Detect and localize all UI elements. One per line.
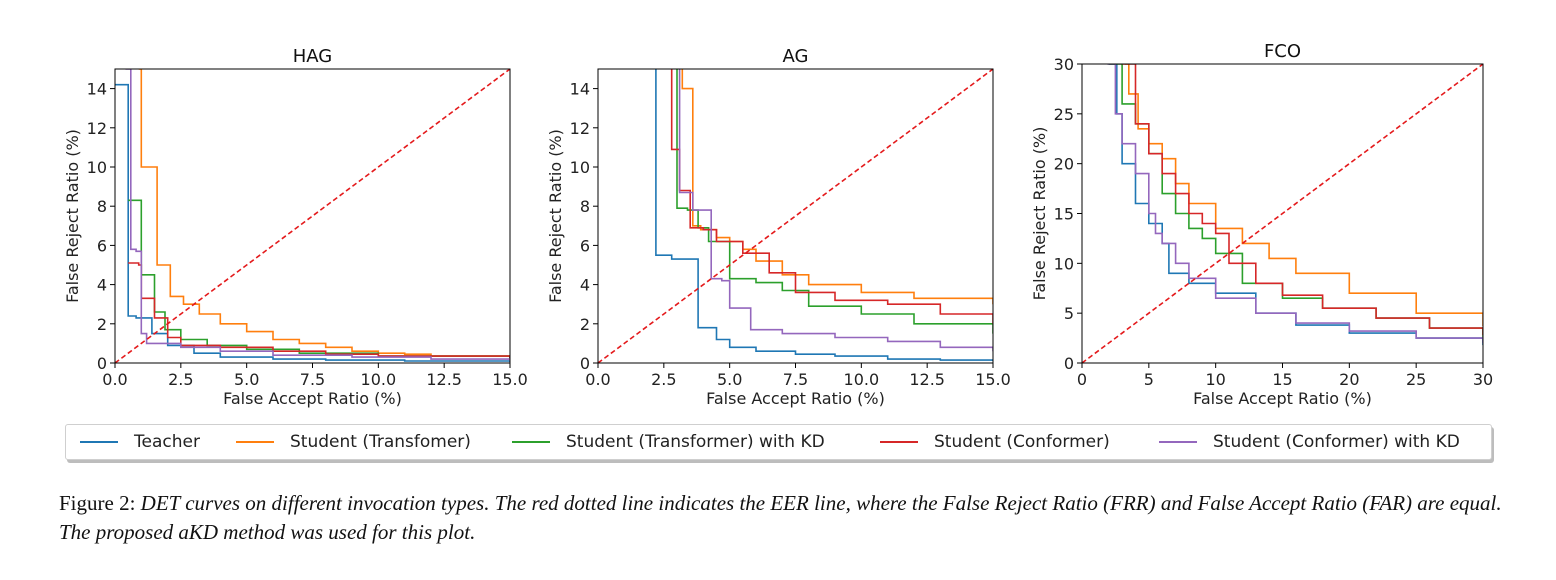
series-line-student-conformer-ag [670, 69, 993, 324]
x-tick-label-fco: 5 [1144, 370, 1154, 389]
series-group-hag [115, 69, 510, 362]
legend-swatch-student-conformer-kd [1159, 441, 1197, 443]
series-line-student-transfomer-ag [681, 69, 993, 305]
caption-prefix: Figure 2: [59, 491, 141, 515]
eer-line-fco [1081, 63, 1484, 364]
series-line-student-conformer-hag [128, 262, 510, 360]
legend-item-student-conformer: Student (Conformer) [880, 425, 1110, 459]
legend-item-student-conformer-kd: Student (Conformer) with KD [1159, 425, 1460, 459]
series-group-fco [1107, 64, 1483, 346]
series-group-ag [655, 69, 993, 361]
x-tick-label-fco: 20 [1339, 370, 1359, 389]
eer-line-hag [114, 68, 511, 364]
x-axis-label-ag: False Accept Ratio (%) [706, 389, 885, 408]
x-axis-label-fco: False Accept Ratio (%) [1193, 389, 1372, 408]
x-tick-label-ag: 10.0 [844, 370, 880, 389]
series-line-student-transformer-kd-fco [1108, 64, 1483, 339]
x-tick-label-hag: 10.0 [361, 370, 397, 389]
x-tick-label-hag: 7.5 [300, 370, 325, 389]
x-tick-label-fco: 15 [1272, 370, 1292, 389]
y-tick-label-hag: 8 [97, 197, 107, 216]
x-tick-label-ag: 15.0 [975, 370, 1011, 389]
y-axis-label-ag: False Reject Ratio (%) [546, 129, 565, 303]
x-tick-label-fco: 25 [1406, 370, 1426, 389]
legend-label-teacher: Teacher [134, 432, 200, 452]
caption-text: DET curves on different invocation types… [59, 491, 1502, 544]
x-tick-label-ag: 0.0 [585, 370, 610, 389]
y-tick-label-hag: 6 [97, 236, 107, 255]
x-tick-label-fco: 10 [1205, 370, 1225, 389]
y-tick-label-hag: 12 [87, 119, 107, 138]
y-tick-label-ag: 6 [580, 236, 590, 255]
series-line-teacher-fco [1108, 64, 1483, 346]
x-tick-label-ag: 5.0 [717, 370, 742, 389]
legend-label-student-conformer: Student (Conformer) [934, 432, 1110, 452]
series-line-student-transfomer-hag [138, 69, 510, 359]
legend-item-student-transfomer: Student (Transfomer) [236, 425, 471, 459]
x-tick-label-hag: 0.0 [102, 370, 127, 389]
y-tick-label-fco: 25 [1054, 105, 1074, 124]
chart-ag: 0.0 2.5 5.0 7.5 10.0 12.5 15.0 0 2 4 6 8 10 12 14 AG Fal… [546, 46, 1011, 408]
y-axis-label-hag: False Reject Ratio (%) [63, 129, 82, 303]
series-line-teacher-hag [115, 83, 510, 362]
y-tick-label-ag: 4 [580, 276, 590, 295]
y-tick-label-ag: 10 [570, 158, 590, 177]
series-line-student-conformer-fco [1122, 64, 1483, 336]
y-tick-label-ag: 8 [580, 197, 590, 216]
figure-caption: Figure 2: DET curves on different invoca… [59, 489, 1509, 547]
y-tick-label-fco: 20 [1054, 155, 1074, 174]
x-tick-label-fco: 0 [1077, 370, 1087, 389]
y-tick-label-ag: 12 [570, 119, 590, 138]
y-axis-label-fco: False Reject Ratio (%) [1030, 127, 1049, 301]
y-tick-label-hag: 0 [97, 354, 107, 373]
det-figure: 0.0 2.5 5.0 7.5 10.0 12.5 15.0 0 2 4 6 8 10 12 14 HAG Fa… [63, 41, 1493, 408]
y-tick-label-fco: 10 [1054, 254, 1074, 273]
x-tick-label-hag: 5.0 [234, 370, 259, 389]
series-line-student-conformer-kd-fco [1107, 64, 1483, 344]
legend-label-student-transfomer: Student (Transfomer) [290, 432, 471, 452]
series-line-student-conformer-kd-ag [678, 69, 993, 352]
y-tick-label-fco: 5 [1064, 304, 1074, 323]
legend-item-teacher: Teacher [80, 425, 200, 459]
x-axis-label-hag: False Accept Ratio (%) [223, 389, 402, 408]
legend-swatch-student-conformer [880, 441, 918, 443]
legend-item-student-transformer-kd: Student (Transformer) with KD [512, 425, 825, 459]
legend-label-student-transformer-kd: Student (Transformer) with KD [566, 432, 825, 452]
y-tick-label-fco: 30 [1054, 55, 1074, 74]
y-tick-label-hag: 2 [97, 315, 107, 334]
chart-title-fco: FCO [1264, 41, 1301, 62]
legend-swatch-student-transformer-kd [512, 441, 550, 443]
series-line-teacher-ag [655, 69, 993, 361]
y-tick-label-ag: 0 [580, 354, 590, 373]
legend: Teacher Student (Transfomer) Student (Tr… [65, 424, 1492, 460]
legend-swatch-teacher [80, 441, 118, 443]
chart-title-ag: AG [783, 46, 809, 67]
chart-hag: 0.0 2.5 5.0 7.5 10.0 12.5 15.0 0 2 4 6 8 10 12 14 HAG Fa… [63, 46, 528, 408]
y-tick-label-fco: 0 [1064, 354, 1074, 373]
x-tick-label-fco: 30 [1473, 370, 1493, 389]
chart-title-hag: HAG [293, 46, 332, 67]
series-line-student-transfomer-fco [1124, 64, 1483, 327]
x-tick-label-hag: 15.0 [492, 370, 528, 389]
chart-fco: 0 5 10 15 20 25 30 0 5 10 15 20 25 30 FCO False Accept … [1030, 41, 1493, 408]
series-line-student-conformer-kd-hag [125, 69, 510, 361]
y-tick-label-hag: 10 [87, 158, 107, 177]
x-tick-label-ag: 7.5 [783, 370, 808, 389]
y-tick-label-ag: 14 [570, 80, 590, 99]
x-tick-label-hag: 2.5 [168, 370, 193, 389]
y-tick-label-hag: 4 [97, 276, 107, 295]
legend-swatch-student-transfomer [236, 441, 274, 443]
y-tick-label-hag: 14 [87, 80, 107, 99]
x-tick-label-ag: 2.5 [651, 370, 676, 389]
y-tick-label-fco: 15 [1054, 205, 1074, 224]
x-tick-label-hag: 12.5 [426, 370, 462, 389]
eer-line-ag [597, 68, 994, 364]
y-tick-label-ag: 2 [580, 315, 590, 334]
x-tick-label-ag: 12.5 [909, 370, 945, 389]
series-line-student-transformer-kd-hag [128, 199, 510, 359]
legend-label-student-conformer-kd: Student (Conformer) with KD [1213, 432, 1460, 452]
